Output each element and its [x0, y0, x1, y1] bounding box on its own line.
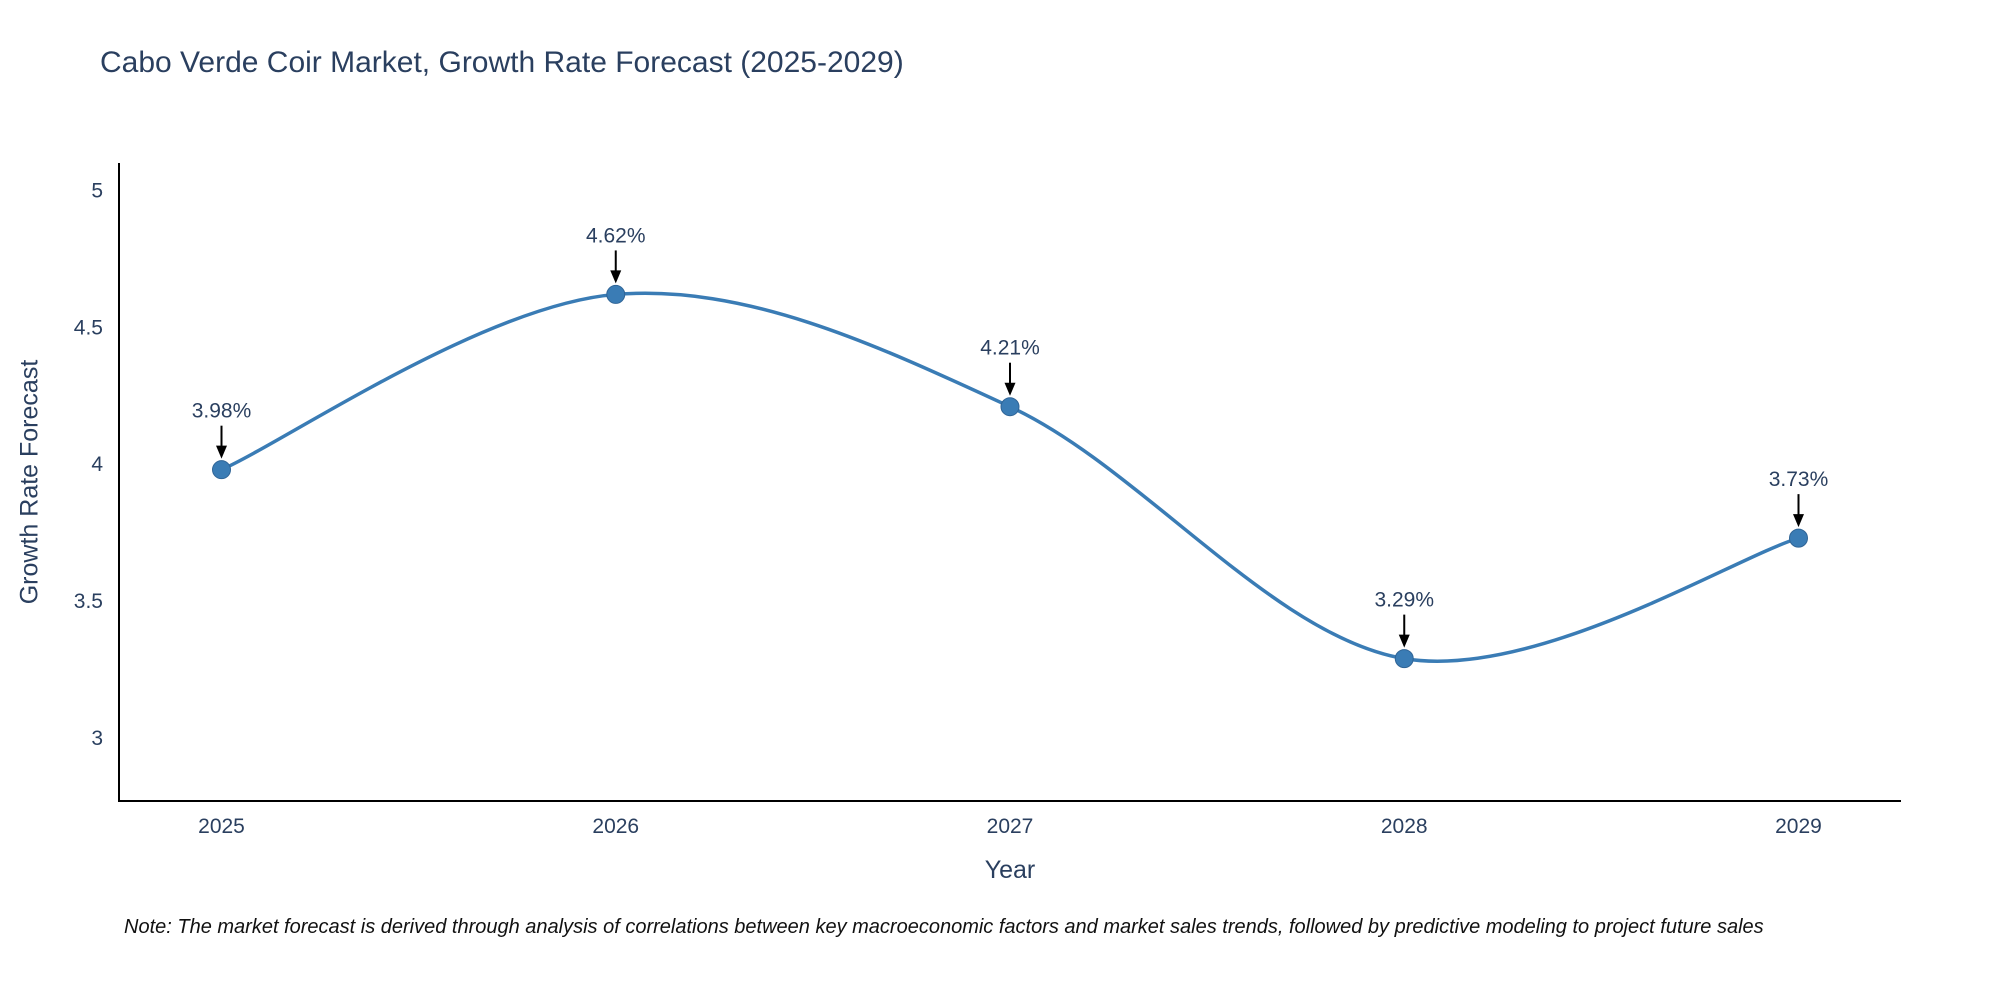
x-tick-label: 2029	[1775, 815, 1822, 838]
x-tick-label: 2028	[1381, 815, 1428, 838]
data-point-2029[interactable]	[1788, 528, 1808, 548]
y-tick-label: 5	[91, 179, 103, 202]
axis-lines	[118, 163, 1901, 802]
annotation-arrowhead-icon	[216, 445, 228, 459]
y-tick-label: 3	[91, 727, 103, 750]
data-point-2027[interactable]	[1000, 397, 1020, 417]
point-annotation-label: 3.73%	[1769, 468, 1829, 491]
point-annotation-label: 4.21%	[980, 337, 1040, 360]
annotation-arrowhead-icon	[610, 270, 622, 284]
y-axis-title: Growth Rate Forecast	[15, 359, 44, 605]
footnote-text: Note: The market forecast is derived thr…	[124, 916, 1764, 938]
x-axis-title: Year	[984, 856, 1036, 884]
annotation-arrowhead-icon	[1004, 382, 1016, 396]
data-point-2028[interactable]	[1394, 649, 1414, 669]
annotation-arrowhead-icon	[1792, 514, 1804, 528]
chart-title: Cabo Verde Coir Market, Growth Rate Fore…	[100, 46, 904, 79]
annotation-arrowhead-icon	[1398, 634, 1410, 648]
y-tick-label: 3.5	[74, 590, 103, 613]
y-tick-label: 4.5	[74, 316, 103, 339]
y-tick-label: 4	[91, 453, 103, 476]
data-point-2025[interactable]	[212, 460, 232, 480]
x-tick-label: 2025	[198, 815, 245, 838]
point-annotation-label: 3.29%	[1374, 589, 1434, 612]
point-annotation-label: 4.62%	[586, 224, 646, 247]
point-annotation-label: 3.98%	[192, 400, 252, 423]
data-point-2026[interactable]	[606, 284, 626, 304]
x-tick-label: 2026	[592, 815, 639, 838]
x-tick-label: 2027	[987, 815, 1034, 838]
